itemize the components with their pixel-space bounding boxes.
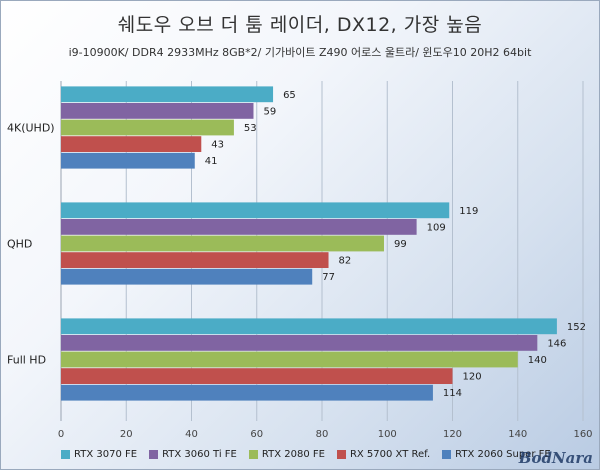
data-label: 120: [463, 372, 482, 383]
bar: [61, 335, 538, 351]
data-label: 152: [567, 322, 586, 333]
bar: [61, 119, 234, 136]
bar: [61, 86, 274, 103]
legend-swatch: [248, 449, 258, 459]
data-label: 119: [459, 206, 478, 217]
x-tick-label: 80: [316, 429, 329, 440]
data-label: 82: [339, 256, 352, 267]
legend-item: RTX 3060 Ti FE: [149, 449, 237, 460]
x-tick-label: 0: [58, 429, 64, 440]
bar: [61, 268, 313, 285]
bar: [61, 252, 329, 268]
legend-item: RTX 2060 Super FE: [442, 449, 551, 460]
legend-label: RX 5700 XT Ref.: [349, 448, 431, 460]
bar: [61, 152, 195, 169]
legend-label: RTX 2060 Super FE: [455, 448, 551, 460]
legend: RTX 3070 FE RTX 3060 Ti FE RTX 2080 FE RX 5…: [61, 447, 551, 461]
data-label: 77: [322, 272, 335, 283]
bar: [61, 351, 518, 368]
x-tick-label: 120: [443, 429, 462, 440]
data-label: 41: [205, 156, 218, 167]
category-label: QHD: [7, 238, 32, 251]
data-label: 109: [427, 222, 446, 233]
data-label: 43: [211, 140, 224, 151]
data-label: 53: [244, 123, 257, 134]
legend-item: RTX 3070 FE: [61, 449, 137, 460]
legend-item: RTX 2080 FE: [248, 448, 325, 460]
legend-swatch: [149, 449, 159, 459]
legend-label: RTX 3060 Ti FE: [162, 448, 237, 460]
chart-title: 쉐도우 오브 더 툼 레이더, DX12, 가장 높음: [117, 14, 483, 36]
data-label: 146: [547, 338, 566, 349]
data-label: 99: [394, 239, 407, 250]
x-tick-label: 60: [250, 429, 263, 440]
watermark-logo: BodNara: [518, 449, 593, 467]
category-label: 4K(UHD): [7, 122, 55, 135]
legend-item: RX 5700 XT Ref.: [336, 448, 431, 460]
x-tick-label: 40: [185, 429, 198, 440]
legend-label: RTX 3070 FE: [74, 448, 138, 460]
bar: [61, 219, 417, 235]
category-label: Full HD: [7, 354, 46, 367]
bar: [61, 136, 202, 152]
x-tick-label: 100: [378, 429, 397, 440]
data-label: 140: [528, 355, 547, 366]
x-tick-label: 20: [120, 429, 133, 440]
x-tick-label: 160: [573, 429, 592, 440]
bar: [61, 368, 453, 384]
chart-subtitle: i9-10900K/ DDR4 2933MHz 8GB*2/ 기가바이트 Z49…: [68, 46, 532, 59]
data-label: 59: [263, 106, 276, 117]
bar: [61, 103, 254, 119]
legend-swatch: [442, 449, 452, 459]
x-tick-label: 140: [508, 429, 527, 440]
legend-swatch: [61, 449, 70, 459]
data-label: 114: [443, 388, 462, 399]
bar: [61, 235, 384, 252]
bar: [61, 318, 557, 335]
legend-label: RTX 2080 FE: [261, 448, 325, 460]
bar: [61, 384, 433, 401]
data-label: 65: [283, 90, 296, 101]
bar: [61, 202, 450, 219]
legend-swatch: [336, 449, 346, 459]
